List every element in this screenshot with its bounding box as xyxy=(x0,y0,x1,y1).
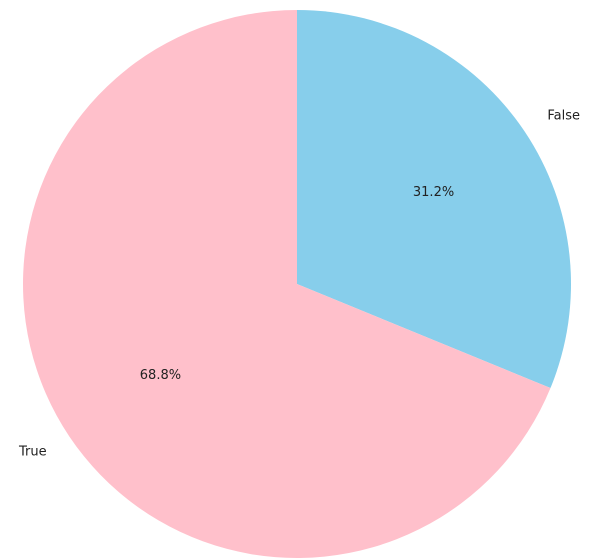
pie-pct-label-true: 68.8% xyxy=(140,368,181,383)
pie-slice-false xyxy=(297,10,571,389)
pie-pct-label-false: 31.2% xyxy=(413,185,454,200)
pie-category-label-true: True xyxy=(18,444,47,459)
pie-category-label-false: False xyxy=(547,109,580,124)
pie-slice-true xyxy=(22,10,551,558)
